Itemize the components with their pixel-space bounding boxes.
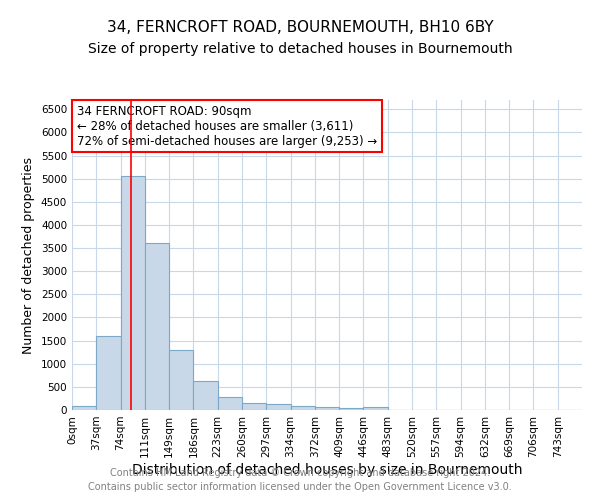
Text: Contains HM Land Registry data © Crown copyright and database right 2024.: Contains HM Land Registry data © Crown c… — [110, 468, 490, 477]
Bar — [218, 396, 242, 410]
Y-axis label: Number of detached properties: Number of detached properties — [22, 156, 35, 354]
Text: 34 FERNCROFT ROAD: 90sqm
← 28% of detached houses are smaller (3,611)
72% of sem: 34 FERNCROFT ROAD: 90sqm ← 28% of detach… — [77, 104, 377, 148]
Bar — [315, 407, 339, 410]
Text: 34, FERNCROFT ROAD, BOURNEMOUTH, BH10 6BY: 34, FERNCROFT ROAD, BOURNEMOUTH, BH10 6B… — [107, 20, 493, 35]
Bar — [169, 350, 193, 410]
Bar — [339, 408, 364, 410]
Bar — [96, 336, 121, 410]
Text: Contains public sector information licensed under the Open Government Licence v3: Contains public sector information licen… — [88, 482, 512, 492]
X-axis label: Distribution of detached houses by size in Bournemouth: Distribution of detached houses by size … — [132, 462, 522, 476]
Bar — [364, 407, 388, 410]
Bar — [242, 403, 266, 410]
Bar — [121, 176, 145, 410]
Text: Size of property relative to detached houses in Bournemouth: Size of property relative to detached ho… — [88, 42, 512, 56]
Bar — [290, 406, 315, 410]
Bar — [145, 244, 169, 410]
Bar — [193, 382, 218, 410]
Bar — [266, 404, 290, 410]
Bar — [72, 406, 96, 410]
